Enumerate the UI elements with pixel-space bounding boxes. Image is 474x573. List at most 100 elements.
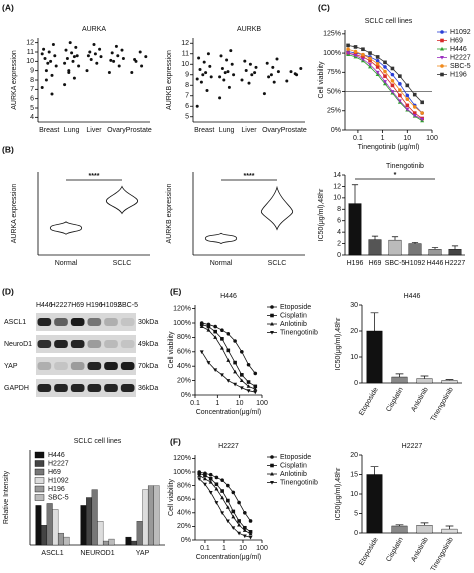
data-point bbox=[67, 71, 71, 75]
marker bbox=[231, 514, 236, 519]
y-axis-label: Cell viability bbox=[168, 331, 175, 368]
y-tick-label: 8 bbox=[30, 77, 34, 84]
marker bbox=[375, 65, 380, 69]
marker bbox=[405, 97, 410, 102]
y-axis-label: IC50(μg/ml),48hr bbox=[335, 317, 342, 370]
blot-band bbox=[87, 362, 102, 370]
data-point bbox=[271, 65, 275, 69]
bar bbox=[80, 505, 87, 546]
data-point bbox=[225, 58, 229, 62]
y-tick-label: 80% bbox=[177, 334, 191, 341]
blot-kda: 70kDa bbox=[138, 363, 158, 370]
marker bbox=[383, 65, 387, 69]
marker bbox=[270, 471, 274, 476]
blot-strip bbox=[36, 357, 136, 375]
data-point bbox=[109, 58, 113, 62]
marker bbox=[383, 74, 387, 78]
marker bbox=[237, 500, 241, 505]
marker bbox=[398, 88, 402, 92]
bar bbox=[35, 505, 42, 546]
blot-column-label: H69 bbox=[71, 302, 84, 309]
blot-band bbox=[70, 318, 85, 326]
marker bbox=[346, 51, 351, 56]
chart-title: H446 bbox=[220, 293, 237, 300]
bar bbox=[102, 540, 109, 546]
data-point bbox=[267, 75, 271, 79]
data-point bbox=[89, 57, 93, 61]
data-point bbox=[272, 80, 276, 84]
marker bbox=[412, 92, 417, 97]
data-point bbox=[201, 73, 205, 77]
blot-strip bbox=[36, 313, 136, 331]
marker bbox=[440, 30, 444, 34]
y-tick-label: 40% bbox=[177, 363, 191, 370]
marker bbox=[361, 55, 365, 59]
x-tick-label: H69 bbox=[369, 260, 382, 267]
x-tick-label: Cisplatin bbox=[385, 536, 405, 563]
x-tick-label: 100 bbox=[426, 135, 438, 142]
marker bbox=[412, 113, 417, 118]
x-tick-label: ASCL1 bbox=[41, 550, 63, 557]
x-tick-label: 10 bbox=[403, 135, 411, 142]
marker bbox=[237, 519, 241, 523]
marker bbox=[213, 329, 217, 334]
data-point bbox=[230, 62, 234, 66]
error-bar bbox=[371, 235, 379, 240]
x-tick-label: 100 bbox=[256, 545, 268, 552]
data-point bbox=[198, 68, 202, 71]
data-point bbox=[248, 62, 252, 66]
marker bbox=[361, 52, 365, 57]
bar bbox=[91, 489, 98, 546]
marker bbox=[231, 526, 236, 530]
marker bbox=[240, 373, 244, 377]
marker bbox=[405, 103, 410, 108]
marker bbox=[242, 528, 247, 532]
y-tick-label: 60% bbox=[177, 349, 191, 356]
data-point bbox=[68, 41, 72, 45]
data-point bbox=[219, 54, 223, 58]
x-tick-label: YAP bbox=[136, 550, 150, 557]
marker bbox=[270, 455, 274, 459]
x-tick-label: SCLC bbox=[268, 260, 287, 267]
marker bbox=[197, 477, 202, 481]
data-point bbox=[121, 57, 125, 61]
blot-column-label: H1092 bbox=[101, 302, 122, 309]
marker bbox=[231, 490, 236, 495]
marker bbox=[248, 519, 253, 523]
data-point bbox=[93, 52, 97, 56]
y-tick-label: 125% bbox=[323, 31, 341, 38]
y-tick-label: 120% bbox=[173, 455, 191, 462]
data-point bbox=[98, 47, 102, 51]
bar bbox=[142, 489, 149, 546]
blot-band bbox=[70, 340, 85, 348]
legend-label: H1092 bbox=[450, 29, 471, 36]
data-point bbox=[46, 61, 50, 65]
legend-swatch bbox=[34, 460, 45, 467]
marker bbox=[405, 93, 410, 98]
marker bbox=[243, 525, 247, 530]
series-line bbox=[199, 472, 251, 533]
series-line bbox=[198, 478, 251, 538]
y-tick-label: 14 bbox=[333, 172, 341, 179]
y-tick-label: 10 bbox=[333, 195, 341, 202]
data-point bbox=[64, 48, 68, 52]
legend-label: H446 bbox=[450, 46, 467, 53]
marker bbox=[253, 387, 258, 391]
x-axis-label: Concentration(μg/ml) bbox=[196, 409, 262, 416]
y-tick-label: 0 bbox=[354, 380, 358, 387]
marker bbox=[220, 489, 224, 493]
data-point bbox=[195, 104, 199, 108]
y-axis-label: IC50(μg/ml),48hr bbox=[335, 467, 342, 520]
marker bbox=[199, 350, 204, 354]
data-point bbox=[114, 44, 118, 48]
y-axis-label: AURKB expression bbox=[166, 183, 173, 243]
marker bbox=[412, 105, 417, 109]
marker bbox=[353, 49, 358, 54]
panel-label: (C) bbox=[318, 2, 330, 12]
series-line bbox=[201, 351, 256, 393]
blot-band bbox=[37, 362, 52, 370]
data-point bbox=[275, 57, 279, 61]
bar bbox=[97, 521, 104, 546]
marker bbox=[248, 531, 253, 536]
y-tick-label: 11 bbox=[182, 51, 189, 58]
